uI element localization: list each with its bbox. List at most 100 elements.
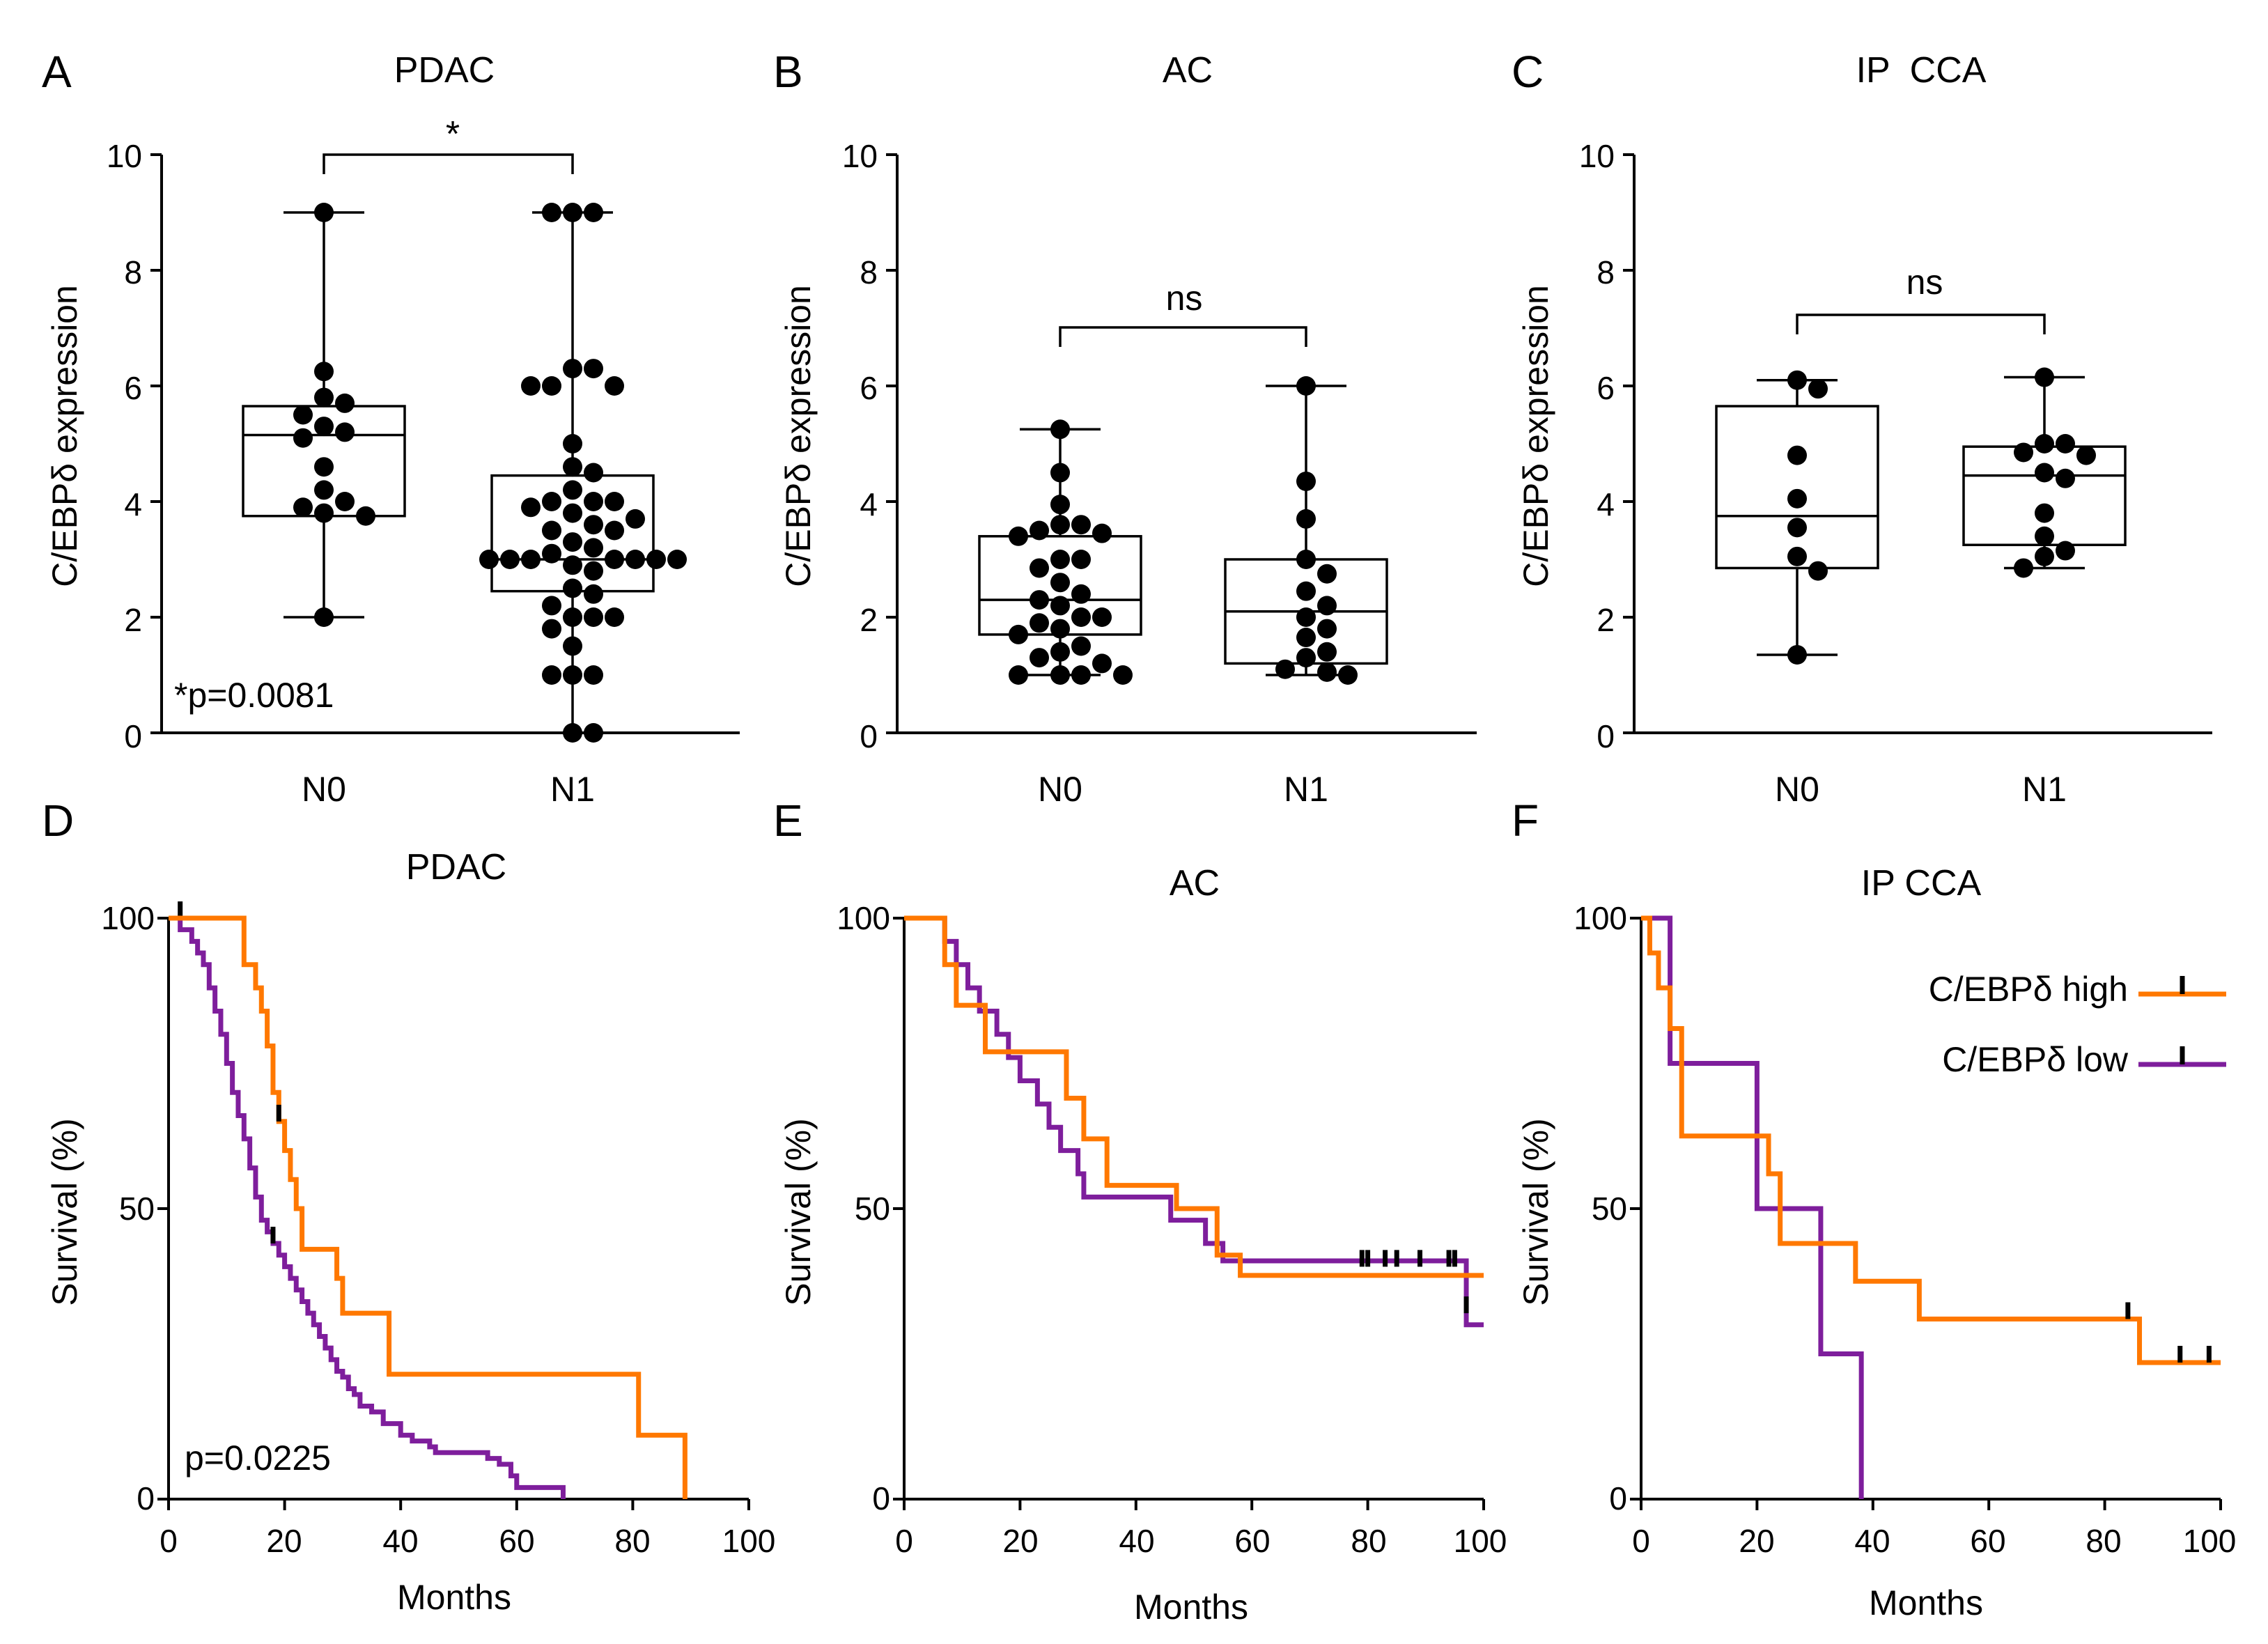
category-label: N1 [1284, 770, 1328, 809]
data-point [605, 550, 624, 569]
data-point [584, 359, 603, 379]
x-tick-label: 0 [1632, 1523, 1650, 1559]
plot-area [150, 153, 740, 743]
data-point [584, 463, 603, 483]
y-axis-label: C/EBPδ expression [1516, 285, 1555, 587]
data-point [563, 359, 582, 379]
data-point [1092, 523, 1112, 543]
panel-f: F IP CCA Survival (%) 100 50 0 0 20 40 6… [1512, 796, 2236, 1622]
data-point [646, 550, 666, 569]
x-tick-label: 80 [2086, 1523, 2121, 1559]
y-tick-label: 50 [119, 1191, 155, 1227]
data-point [1050, 573, 1070, 593]
y-tick-label: 8 [860, 254, 878, 290]
data-point [1296, 376, 1316, 396]
y-tick-label: 100 [837, 900, 890, 936]
survival-curve-high [1641, 915, 2221, 1365]
data-point [605, 492, 624, 511]
survival-curve-low [1641, 915, 1864, 1499]
x-tick-label: 20 [1002, 1523, 1038, 1559]
y-tick-label: 10 [842, 138, 878, 174]
y-tick-label: 4 [1597, 486, 1615, 522]
panel-label-d: D [42, 796, 74, 846]
data-point [542, 492, 561, 511]
data-point [1296, 648, 1316, 668]
data-point [584, 607, 603, 627]
plot-area [157, 901, 750, 1510]
panel-label-b: B [773, 47, 803, 97]
survival-curve-low [904, 915, 1484, 1328]
y-tick-label: 8 [1597, 254, 1615, 290]
significance-bracket [1796, 313, 2046, 334]
data-point [1071, 550, 1091, 569]
y-axis-label: Survival (%) [1516, 1118, 1555, 1305]
x-tick-label: 20 [266, 1523, 302, 1559]
data-point [563, 434, 582, 453]
plot-area [1630, 915, 2226, 1510]
data-point [500, 550, 520, 569]
data-point [1071, 515, 1091, 535]
data-point [1808, 379, 1828, 399]
data-point [521, 376, 541, 396]
plot-area [893, 915, 1485, 1510]
data-point [563, 532, 582, 552]
panel-label-a: A [42, 47, 72, 97]
data-point [1050, 463, 1070, 483]
category-label: N0 [1038, 770, 1082, 809]
data-point [293, 497, 313, 518]
chart-title: AC [1170, 863, 1220, 904]
data-point [1787, 488, 1807, 509]
data-point [563, 480, 582, 500]
chart-title: IP CCA [1861, 863, 1982, 904]
category-label: N1 [2022, 770, 2067, 809]
chart-title: PDAC [394, 50, 495, 91]
y-tick-label: 6 [124, 370, 142, 406]
survival-curve-low [169, 915, 566, 1499]
data-point [542, 619, 561, 639]
data-point [1009, 624, 1028, 644]
data-point [521, 497, 541, 518]
survival-curve-high [904, 915, 1484, 1278]
data-point [563, 503, 582, 523]
y-tick-label: 4 [124, 486, 142, 522]
data-point [563, 457, 582, 477]
data-point [584, 561, 603, 581]
y-tick-label: 100 [1574, 900, 1627, 936]
significance-bracket [1059, 326, 1307, 347]
y-axis-label: C/EBPδ expression [45, 285, 84, 587]
data-point [563, 723, 582, 743]
category-label: N1 [550, 770, 595, 809]
panel-e: E AC Survival (%) 100 50 0 0 20 40 60 80… [773, 796, 1507, 1627]
y-tick-label: 50 [855, 1191, 890, 1227]
data-point [314, 480, 334, 500]
data-point [293, 405, 313, 425]
data-point [584, 492, 603, 511]
y-tick-label: 0 [872, 1480, 890, 1517]
data-point [356, 506, 375, 526]
data-point [1050, 495, 1070, 515]
x-axis-label: Months [397, 1578, 511, 1617]
data-point [563, 665, 582, 685]
significance-label: ns [1906, 263, 1943, 302]
panel-a: A PDAC C/EBPδ expression 10 8 6 4 2 0 N0… [42, 47, 740, 809]
y-tick-label: 0 [1597, 718, 1615, 754]
data-point [1050, 419, 1070, 440]
panel-label-e: E [773, 796, 803, 846]
data-point [1317, 564, 1337, 584]
data-point [563, 607, 582, 627]
x-tick-label: 60 [1234, 1523, 1270, 1559]
data-point [293, 428, 313, 448]
data-point [2014, 558, 2033, 578]
data-point [2014, 442, 2033, 463]
data-point [1296, 581, 1316, 601]
chart-title: PDAC [406, 847, 506, 887]
y-tick-label: 6 [860, 370, 878, 406]
data-point [542, 596, 561, 616]
y-axis-label: Survival (%) [45, 1118, 84, 1305]
data-point [1787, 445, 1807, 465]
data-point [542, 520, 561, 541]
data-point [1030, 648, 1049, 668]
category-label: N0 [1775, 770, 1819, 809]
data-point [1030, 613, 1049, 633]
data-point [1071, 636, 1091, 656]
